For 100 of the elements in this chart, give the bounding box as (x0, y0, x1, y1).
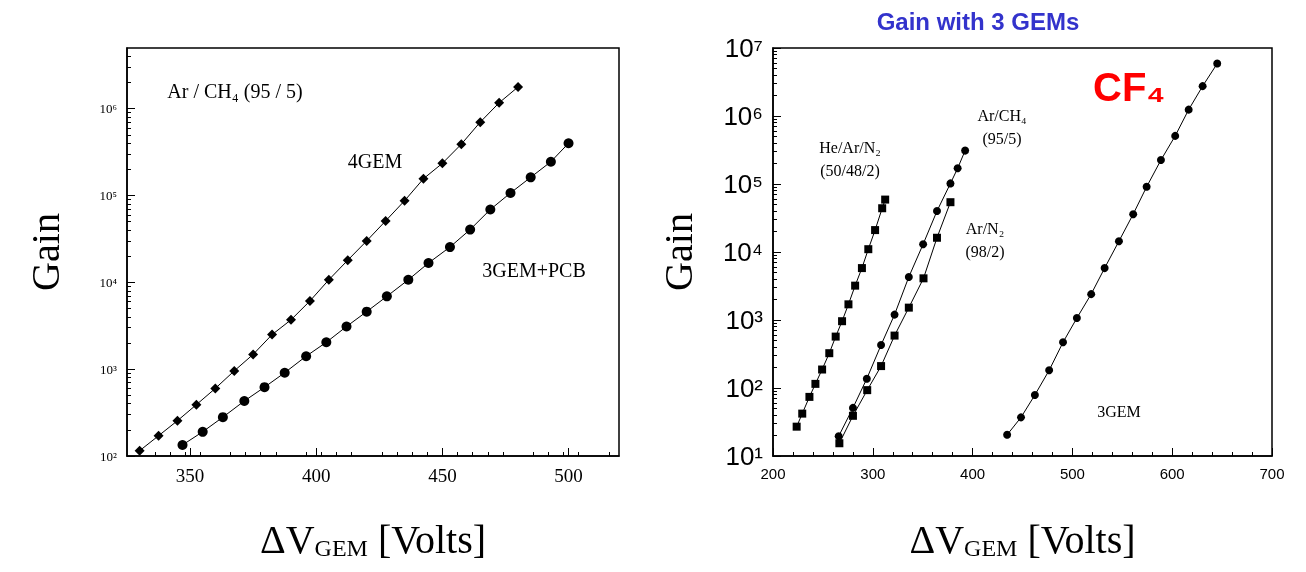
point (210, 383, 221, 394)
point (1017, 413, 1025, 422)
point (864, 245, 873, 254)
point (267, 329, 278, 340)
point (248, 349, 259, 360)
point (881, 195, 890, 204)
x-tick-label: 450 (428, 465, 457, 486)
point (1003, 430, 1012, 439)
annotation: 3GEM+PCB (482, 259, 586, 281)
point (301, 351, 312, 362)
annotation: He/Ar/N₂ (50/48/2) (819, 139, 881, 180)
point (831, 332, 840, 341)
point (857, 264, 866, 273)
point (805, 392, 814, 401)
point (403, 274, 414, 285)
point (1171, 131, 1180, 140)
point (323, 274, 334, 285)
point (953, 164, 962, 173)
chart-subtitle: CF₄ (1093, 65, 1166, 109)
point (919, 274, 928, 283)
point (380, 215, 391, 226)
y-tick-label: 10⁷ (724, 33, 763, 63)
y-tick-label: 10⁶ (99, 101, 117, 117)
point (844, 300, 853, 309)
point (259, 382, 270, 393)
point (798, 409, 807, 418)
x-tick-label: 400 (301, 465, 331, 486)
point (878, 204, 887, 213)
point (197, 426, 208, 437)
y-tick-label: 10³ (100, 361, 118, 377)
point (494, 97, 505, 108)
point (877, 340, 886, 349)
point (134, 445, 145, 456)
y-tick-label: 10⁵ (99, 188, 117, 204)
point (835, 439, 844, 448)
point (890, 331, 899, 340)
x-axis-title: ΔVGEM [Volts] (259, 516, 487, 562)
point (862, 374, 871, 383)
point (1129, 210, 1138, 219)
point (217, 412, 228, 423)
annotation: Ar / CH₄ (95 / 5) (167, 80, 303, 103)
point (848, 411, 857, 420)
point (423, 258, 434, 268)
point (505, 187, 516, 198)
point (863, 386, 872, 395)
point (848, 403, 857, 412)
point (475, 117, 486, 128)
point (437, 158, 448, 169)
point (545, 156, 556, 167)
point (1114, 237, 1123, 246)
point (342, 255, 353, 266)
point (792, 422, 801, 431)
annotation: 3GEM (1097, 402, 1141, 420)
point (485, 204, 496, 215)
point (811, 379, 820, 388)
y-axis-title: Gain (22, 213, 68, 291)
point (1156, 156, 1165, 165)
chart-title: Gain with 3 GEMs (876, 7, 1080, 35)
y-tick-label: 10⁵ (723, 169, 763, 199)
point (961, 146, 970, 155)
point (465, 224, 476, 235)
point (1030, 390, 1039, 399)
point (919, 240, 928, 249)
point (871, 226, 880, 235)
point (946, 179, 955, 188)
x-tick-label: 500 (1059, 465, 1085, 482)
point (513, 81, 524, 92)
annotation: Ar/N₂ (98/2) (965, 220, 1005, 261)
point (361, 306, 372, 317)
x-tick-label: 200 (760, 465, 786, 482)
point (1087, 290, 1096, 299)
point (381, 291, 392, 302)
point (229, 365, 240, 376)
x-tick-label: 300 (860, 465, 886, 482)
point (932, 233, 941, 242)
point (946, 198, 955, 207)
point (1198, 82, 1207, 91)
point (418, 173, 429, 184)
y-tick-label: 10⁴ (722, 237, 763, 267)
point (1072, 314, 1081, 322)
point (851, 281, 860, 290)
point (239, 396, 250, 406)
point (341, 321, 352, 332)
point (191, 399, 202, 410)
point (304, 295, 315, 306)
point (1100, 264, 1109, 273)
point (399, 195, 410, 206)
point (838, 317, 847, 326)
point (1045, 366, 1054, 375)
x-tick-label: 500 (554, 465, 583, 486)
x-tick-label: 700 (1259, 465, 1285, 482)
point (1142, 182, 1151, 191)
point (177, 439, 188, 450)
x-tick-label: 350 (175, 465, 205, 486)
y-tick-label: 10⁴ (99, 274, 118, 290)
x-tick-label: 400 (960, 465, 986, 482)
point (932, 207, 941, 216)
point (321, 337, 332, 348)
x-tick-label: 600 (1159, 465, 1185, 482)
point (818, 365, 827, 374)
